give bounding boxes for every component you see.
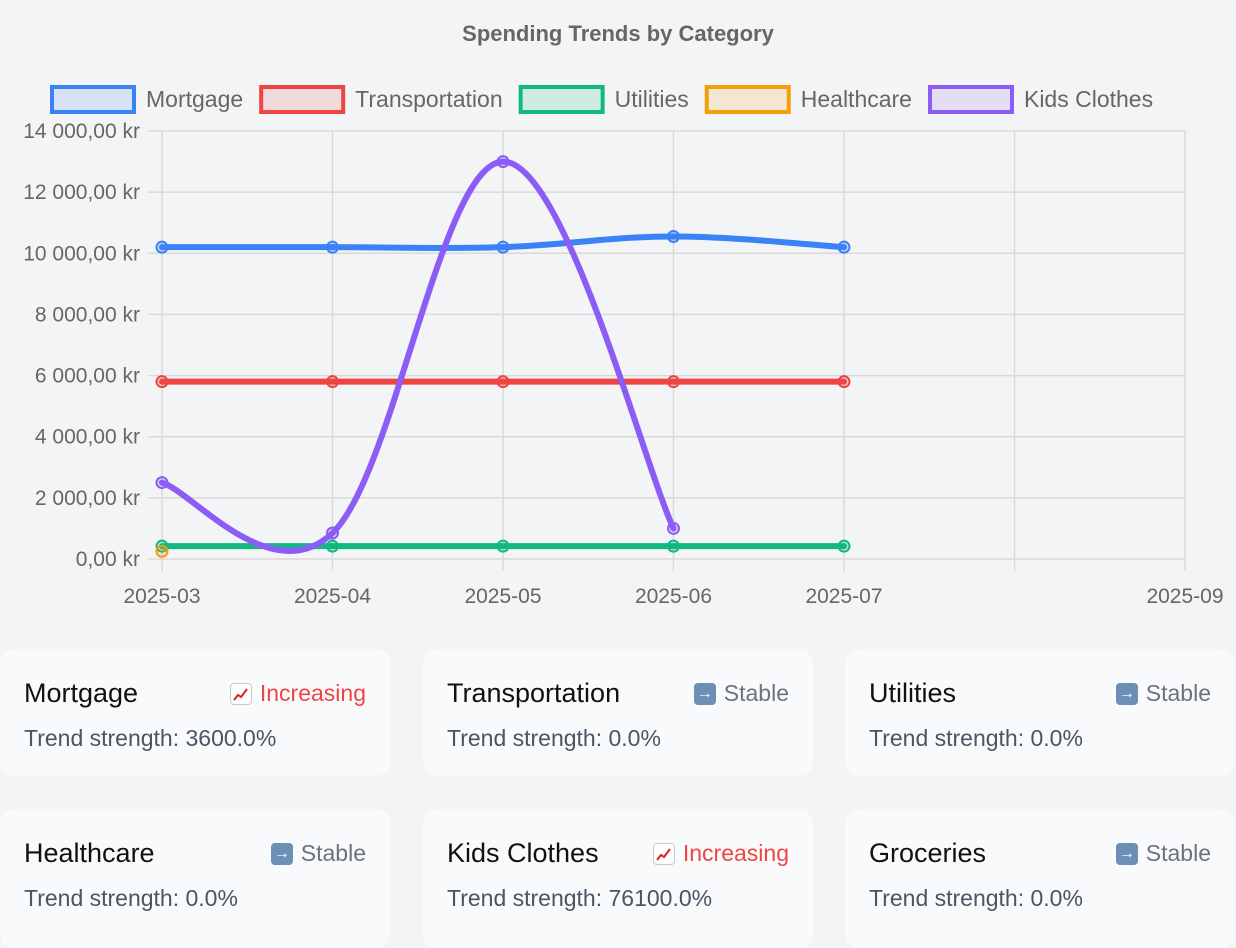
trend-card: Transportation → Stable Trend strength: 0.0… <box>423 649 813 776</box>
chart-increasing-icon <box>229 682 252 705</box>
data-point-mortgage[interactable] <box>496 240 510 254</box>
data-point-healthcare[interactable] <box>155 544 169 558</box>
trend-status: → Stable <box>1115 840 1211 867</box>
trend-label: Increasing <box>259 680 366 706</box>
trend-label: Increasing <box>682 840 789 866</box>
y-tick-label: 6 000,00 kr <box>35 365 140 388</box>
trend-status: Increasing <box>229 680 366 707</box>
legend-swatch-mortgage[interactable] <box>50 85 136 114</box>
card-category-name: Utilities <box>869 678 957 708</box>
data-point-kids-clothes[interactable] <box>326 526 339 540</box>
legend-label-utilities[interactable]: Utilities <box>615 86 689 112</box>
x-tick-label: 2025-03 <box>123 585 200 608</box>
data-point-transportation[interactable] <box>326 375 339 389</box>
trend-status: → Stable <box>270 840 366 867</box>
trend-strength: Trend strength: 0.0% <box>447 725 661 751</box>
trend-strength: Trend strength: 3600.0% <box>24 725 277 751</box>
data-point-mortgage[interactable] <box>837 240 851 254</box>
right-arrow-icon: → <box>1115 682 1138 705</box>
chart-title: Spending Trends by Category <box>462 21 774 46</box>
trend-label: Stable <box>1145 680 1211 706</box>
trend-status: → Stable <box>1115 680 1211 707</box>
y-tick-label: 8 000,00 kr <box>35 303 140 326</box>
y-tick-label: 2 000,00 kr <box>35 487 140 510</box>
trend-label: Stable <box>300 840 366 866</box>
data-point-utilities[interactable] <box>496 539 510 553</box>
chart-canvas: Spending Trends by Category 0,00 kr 2 000,… <box>23 21 1223 608</box>
chart-increasing-icon <box>652 842 675 865</box>
right-arrow-icon: → <box>1115 842 1138 865</box>
data-point-mortgage[interactable] <box>667 229 680 243</box>
y-tick-label: 12 000,00 kr <box>23 181 140 204</box>
y-tick-label: 10 000,00 kr <box>23 242 140 265</box>
trend-strength: Trend strength: 76100.0% <box>447 885 713 911</box>
series-line-kids-clothes <box>159 158 677 554</box>
trend-card: Groceries → Stable Trend strength: 0.0% <box>845 809 1235 948</box>
data-point-transportation[interactable] <box>155 375 169 389</box>
data-point-utilities[interactable] <box>667 539 680 553</box>
data-point-mortgage[interactable] <box>326 240 339 254</box>
data-point-utilities[interactable] <box>326 539 339 553</box>
trend-label: Stable <box>723 680 789 706</box>
legend-swatch-kids-clothes[interactable] <box>927 85 1014 114</box>
data-point-transportation[interactable] <box>667 375 680 389</box>
x-tick-label: 2025-09 <box>1146 585 1223 608</box>
spending-trends-chart: Spending Trends by Category 0,00 kr 2 000,… <box>23 21 1223 608</box>
card-category-name: Transportation <box>447 678 621 708</box>
legend-swatch-utilities[interactable] <box>518 85 605 114</box>
data-point-transportation[interactable] <box>837 375 851 389</box>
trend-strength: Trend strength: 0.0% <box>869 725 1083 751</box>
legend-label-healthcare[interactable]: Healthcare <box>801 86 912 112</box>
data-point-utilities[interactable] <box>837 539 851 553</box>
card-category-name: Healthcare <box>24 838 155 868</box>
trend-card: Utilities → Stable Trend strength: 0.0% <box>845 649 1235 776</box>
x-tick-label: 2025-05 <box>464 585 541 608</box>
trend-status: Increasing <box>652 840 789 867</box>
y-tick-label: 0,00 kr <box>76 548 140 571</box>
legend-label-mortgage[interactable]: Mortgage <box>146 86 243 112</box>
x-tick-label: 2025-06 <box>635 585 712 608</box>
right-arrow-icon: → <box>270 842 293 865</box>
y-tick-label: 14 000,00 kr <box>23 120 140 143</box>
card-category-name: Groceries <box>869 838 987 868</box>
trend-card: Mortgage Increasing Trend strength: 3600.0… <box>0 649 390 776</box>
legend-label-transportation[interactable]: Transportation <box>355 86 502 112</box>
right-arrow-icon: → <box>693 682 716 705</box>
legend-swatch-transportation[interactable] <box>259 85 346 114</box>
data-point-mortgage[interactable] <box>155 240 169 254</box>
trend-strength: Trend strength: 0.0% <box>869 885 1083 911</box>
series-line-mortgage <box>159 233 847 252</box>
y-tick-label: 4 000,00 kr <box>35 426 140 449</box>
trend-card: Kids Clothes Increasing Trend strength: 76… <box>423 809 813 948</box>
legend-label-kids-clothes[interactable]: Kids Clothes <box>1024 86 1153 112</box>
legend-swatch-healthcare[interactable] <box>704 85 791 114</box>
data-point-kids-clothes[interactable] <box>155 476 169 490</box>
trend-status: → Stable <box>693 680 789 707</box>
card-category-name: Mortgage <box>24 678 139 708</box>
card-category-name: Kids Clothes <box>447 838 599 868</box>
x-tick-label: 2025-07 <box>805 585 882 608</box>
data-point-kids-clothes[interactable] <box>496 155 510 169</box>
data-point-kids-clothes[interactable] <box>667 521 680 535</box>
trend-card: Healthcare → Stable Trend strength: 0.0% <box>0 809 390 948</box>
trend-strength: Trend strength: 0.0% <box>24 885 238 911</box>
trend-label: Stable <box>1145 840 1211 866</box>
data-point-transportation[interactable] <box>496 375 510 389</box>
x-tick-label: 2025-04 <box>294 585 371 608</box>
